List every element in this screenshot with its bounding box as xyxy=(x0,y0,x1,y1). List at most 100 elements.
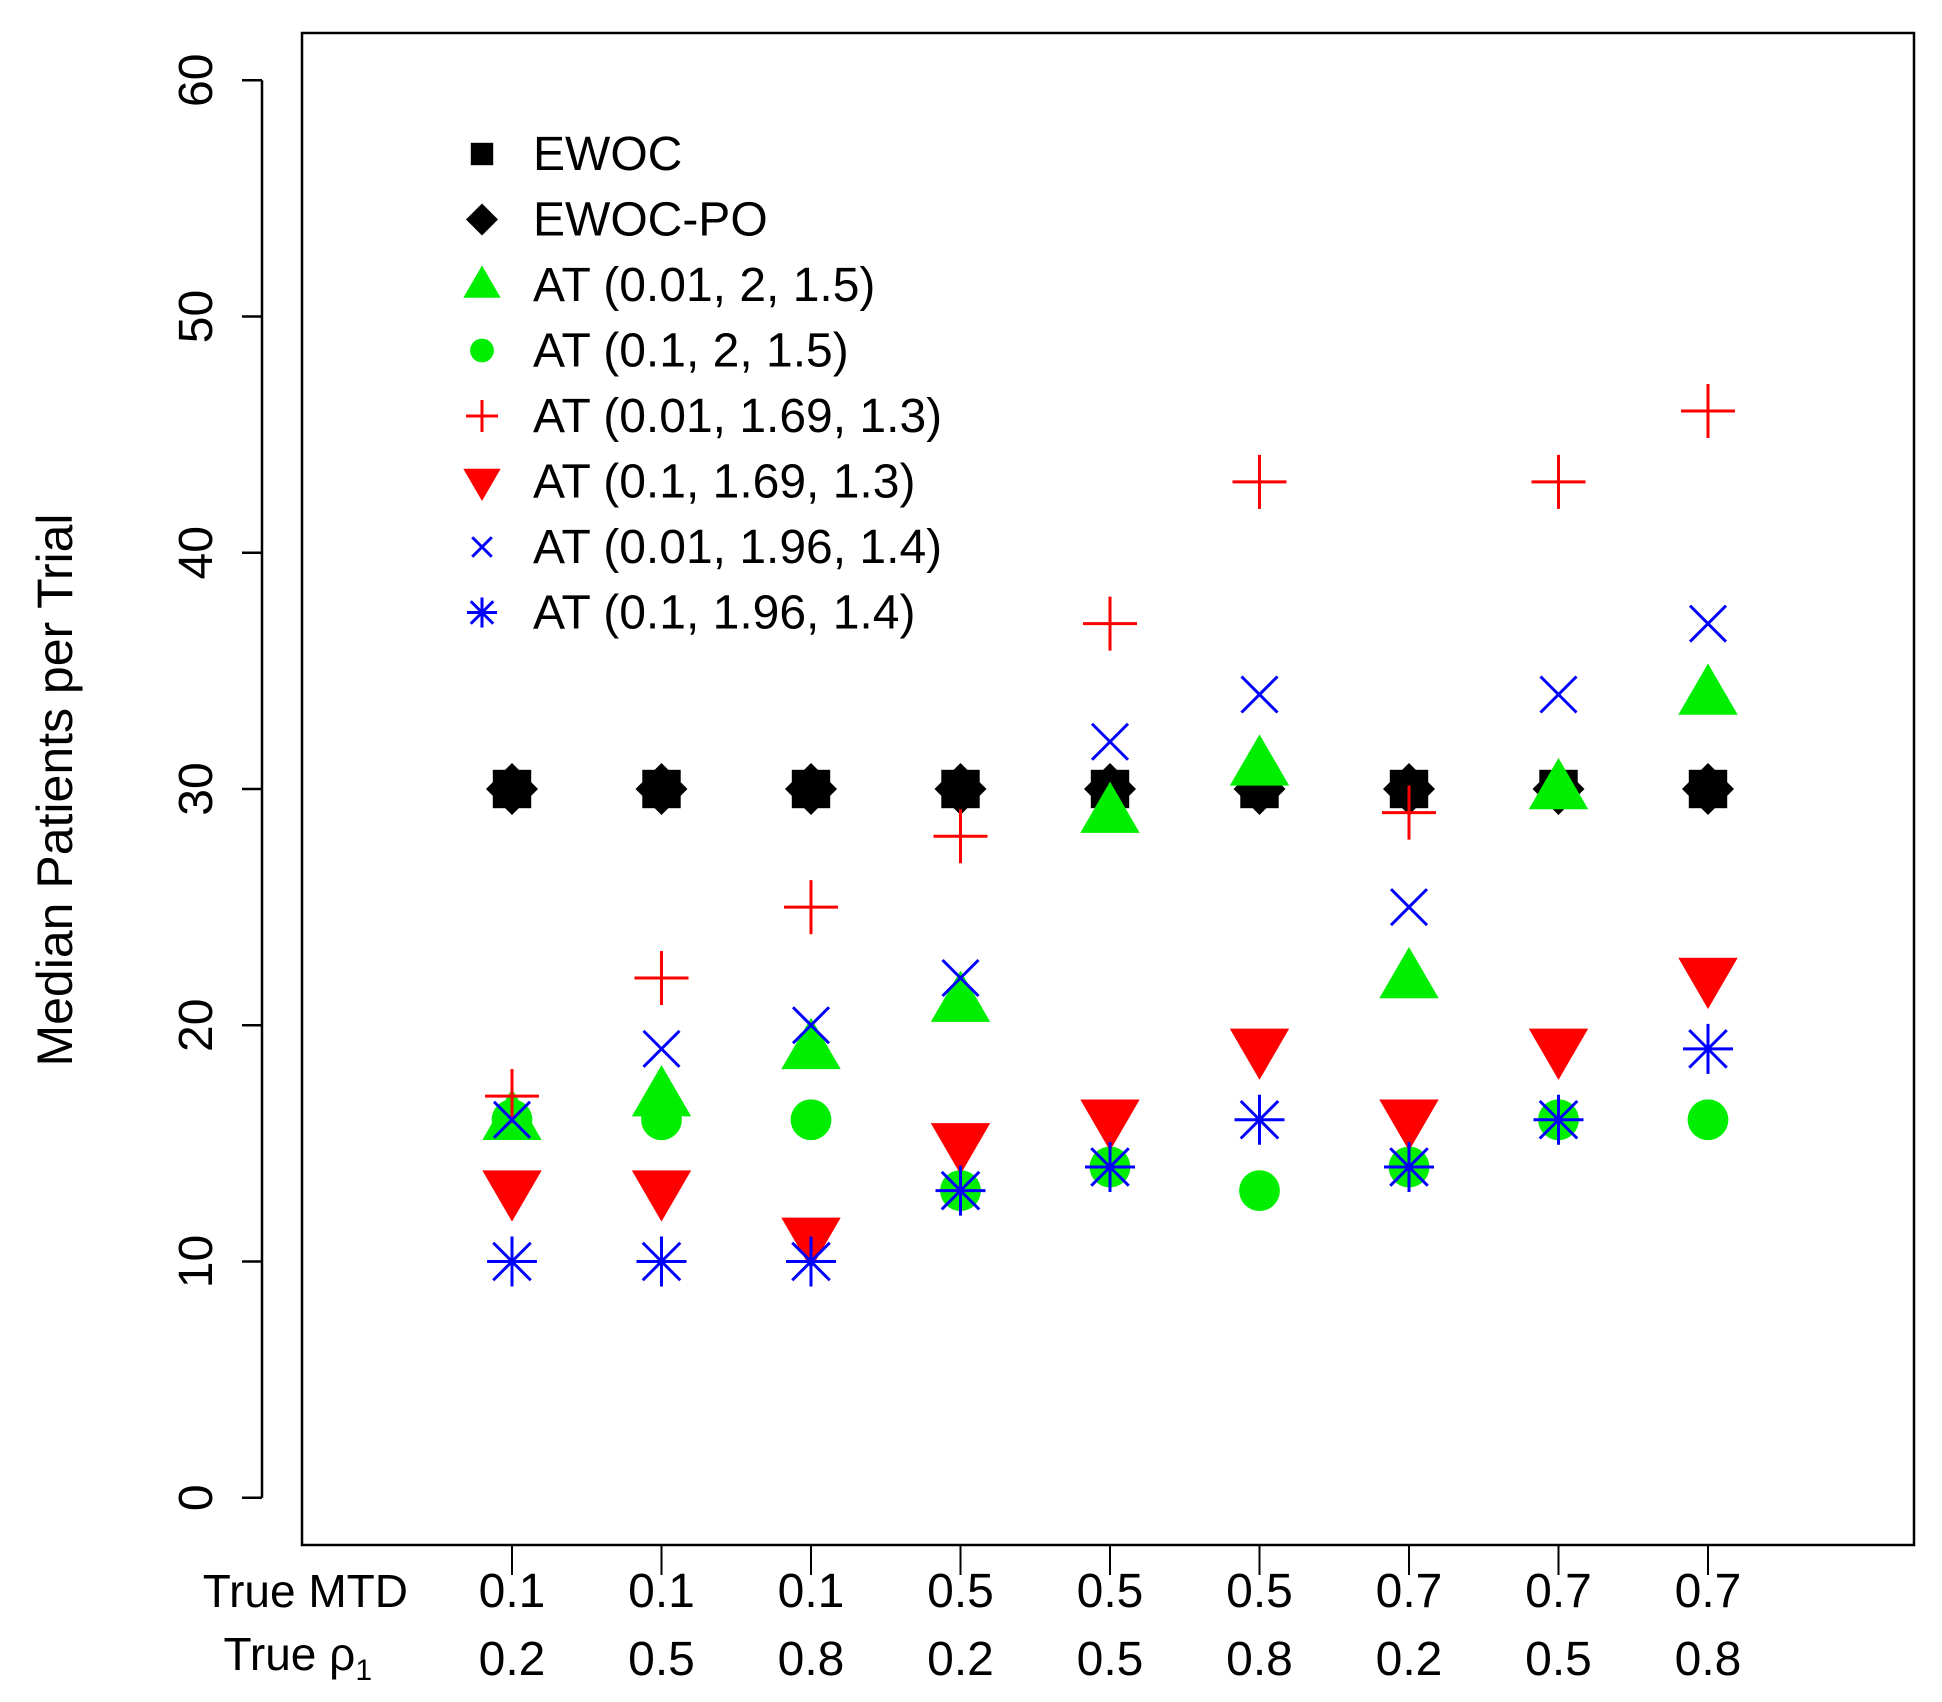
x-tick-label-mtd: 0.7 xyxy=(1675,1565,1742,1618)
x-tick-label-rho: 0.2 xyxy=(927,1633,994,1686)
data-point xyxy=(785,763,837,815)
x-tick-label-mtd: 0.7 xyxy=(1525,1565,1592,1618)
x-row-label-rho-main: True ρ xyxy=(223,1628,355,1680)
data-point xyxy=(1379,1099,1439,1151)
data-point xyxy=(1688,604,1728,643)
y-tick-label: 30 xyxy=(170,762,223,815)
x-tick-label-mtd: 0.5 xyxy=(1077,1565,1144,1618)
legend-marker xyxy=(470,338,494,363)
y-tick-label: 40 xyxy=(170,526,223,579)
legend: EWOC EWOC-PO AT (0.01, 2, 1.5) AT (0.1, 2, … xyxy=(463,128,942,640)
x-tick-label-rho: 0.8 xyxy=(1675,1633,1742,1686)
x-tick-label-mtd: 0.1 xyxy=(628,1565,695,1618)
data-point xyxy=(1382,785,1436,840)
y-tick-label: 0 xyxy=(170,1484,223,1511)
legend-label: AT (0.01, 1.69, 1.3) xyxy=(533,390,942,443)
legend-label: EWOC xyxy=(533,128,682,181)
data-point xyxy=(487,1236,537,1287)
data-point xyxy=(941,958,980,998)
legend-label: AT (0.01, 1.96, 1.4) xyxy=(533,521,942,574)
data-point xyxy=(1232,454,1287,509)
data-point xyxy=(641,1099,682,1141)
data-point xyxy=(1090,722,1130,761)
series-4 xyxy=(485,384,1735,1124)
data-point xyxy=(1678,663,1738,715)
x-tick-label-rho: 0.5 xyxy=(1077,1633,1144,1686)
legend-label: AT (0.1, 2, 1.5) xyxy=(533,325,849,378)
data-point xyxy=(933,809,988,864)
x-row-label-mtd: True MTD xyxy=(203,1565,408,1617)
series-7 xyxy=(487,1023,1733,1287)
data-point xyxy=(786,1236,836,1287)
data-point xyxy=(1085,1142,1135,1192)
y-tick-label: 20 xyxy=(170,999,223,1052)
data-point xyxy=(791,1006,831,1045)
data-point xyxy=(1539,675,1578,714)
series-1 xyxy=(486,763,1734,815)
data-point xyxy=(1678,957,1738,1010)
data-point xyxy=(634,951,689,1005)
x-tick-label-mtd: 0.5 xyxy=(927,1565,994,1618)
y-axis-label: Median Patients per Trial xyxy=(27,513,83,1066)
legend-marker xyxy=(466,203,498,236)
y-tick-label: 50 xyxy=(170,290,223,343)
legend-label: EWOC-PO xyxy=(533,194,768,247)
x-row-label-rho: True ρ1 xyxy=(223,1628,372,1687)
x-axis: True MTD True ρ1 0.1 0.2 0.1 0.5 0.1 0.8 0.5 0.… xyxy=(203,1545,1742,1687)
data-point xyxy=(492,1100,532,1139)
x-tick-label-rho: 0.8 xyxy=(778,1633,845,1686)
x-tick-label-mtd: 0.7 xyxy=(1376,1565,1443,1618)
data-point xyxy=(1681,384,1735,438)
data-point xyxy=(486,763,538,815)
data-point xyxy=(1083,596,1137,651)
data-point xyxy=(1240,675,1279,714)
data-point xyxy=(784,880,838,935)
x-tick-label-rho: 0.2 xyxy=(479,1633,546,1686)
data-point xyxy=(631,1170,692,1222)
data-point xyxy=(1389,888,1429,927)
data-point xyxy=(1528,757,1589,810)
legend-label: AT (0.1, 1.69, 1.3) xyxy=(533,456,915,509)
data-point xyxy=(1080,1099,1140,1151)
x-tick-label-rho: 0.5 xyxy=(628,1633,695,1686)
data-point xyxy=(1687,1099,1729,1141)
data-point xyxy=(1531,454,1586,509)
data-point xyxy=(935,1165,986,1216)
x-tick-label-rho: 0.5 xyxy=(1525,1633,1592,1686)
data-point xyxy=(1234,1094,1285,1145)
data-point xyxy=(1239,1170,1280,1212)
legend-label: AT (0.1, 1.96, 1.4) xyxy=(533,587,915,640)
data-point xyxy=(642,1029,681,1068)
plot-frame xyxy=(300,31,1916,1547)
series-2 xyxy=(482,663,1738,1140)
legend-marker xyxy=(463,265,501,298)
legend-marker xyxy=(467,597,497,628)
data-point xyxy=(1384,1142,1434,1192)
legend-marker xyxy=(471,536,493,558)
data-point xyxy=(1528,1028,1589,1080)
data-point xyxy=(1080,781,1140,833)
data-point xyxy=(934,763,987,815)
x-tick-label-rho: 0.8 xyxy=(1226,1633,1293,1686)
data-point xyxy=(1229,1028,1290,1080)
y-tick-label: 10 xyxy=(170,1235,223,1288)
data-point xyxy=(631,1065,692,1117)
legend-marker xyxy=(463,468,501,502)
data-point xyxy=(1229,734,1290,786)
x-tick-label-rho: 0.2 xyxy=(1376,1633,1443,1686)
data-point xyxy=(485,1069,539,1124)
data-point xyxy=(1379,946,1439,999)
data-point xyxy=(930,970,991,1022)
y-axis: 0 10 20 30 40 50 60 xyxy=(170,54,264,1511)
data-point xyxy=(635,763,688,815)
legend-marker xyxy=(466,400,498,432)
x-tick-label-mtd: 0.1 xyxy=(778,1565,845,1618)
data-point xyxy=(790,1099,832,1141)
legend-label: AT (0.01, 2, 1.5) xyxy=(533,259,875,312)
x-tick-label-mtd: 0.1 xyxy=(479,1565,546,1618)
data-point xyxy=(1533,1094,1584,1145)
x-tick-label-mtd: 0.5 xyxy=(1226,1565,1293,1618)
data-point xyxy=(930,1123,991,1175)
x-row-label-rho-subscript: 1 xyxy=(355,1654,372,1687)
